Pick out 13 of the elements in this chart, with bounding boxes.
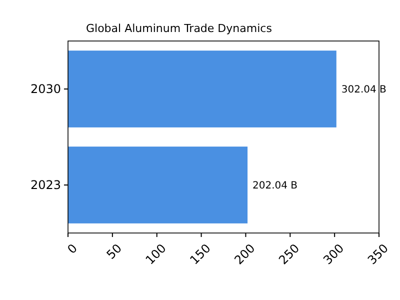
x-tick-label: 250 <box>276 241 302 268</box>
y-tick-label: 2023 <box>30 178 61 192</box>
x-tick-label: 100 <box>142 241 169 268</box>
x-tick-label: 0 <box>64 241 80 256</box>
x-tick-label: 350 <box>364 241 392 268</box>
x-tick-label: 300 <box>320 241 347 268</box>
data-label: 202.04 B <box>252 180 298 192</box>
y-tick-label: 2030 <box>30 82 61 96</box>
data-label: 302.04 B <box>341 84 387 96</box>
x-tick-label: 50 <box>104 241 124 262</box>
chart-title: Global Aluminum Trade Dynamics <box>86 22 272 35</box>
x-tick-label: 200 <box>232 241 258 268</box>
x-tick-label: 150 <box>187 241 214 268</box>
